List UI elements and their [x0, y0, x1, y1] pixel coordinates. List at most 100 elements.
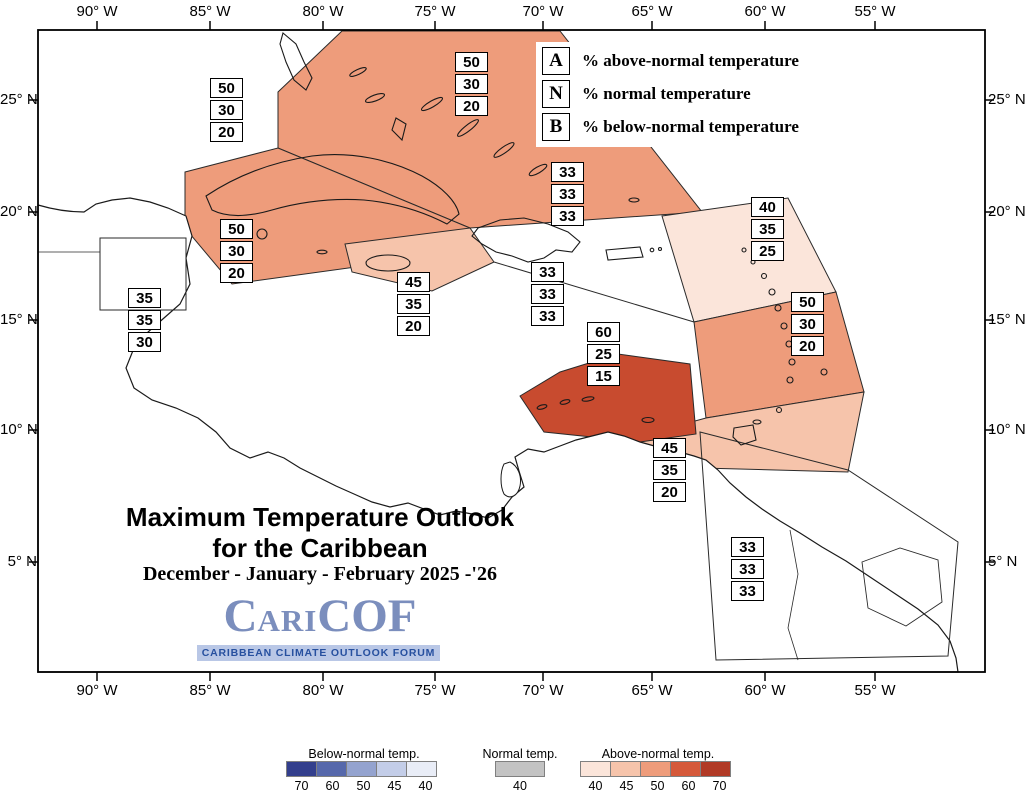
- prob-below: 20: [210, 122, 243, 142]
- colorbar-tick: 70: [294, 779, 309, 793]
- lat-label-left: 25° N: [0, 91, 38, 108]
- isla-juventud: [256, 228, 268, 240]
- antilles-islet: [780, 322, 788, 330]
- caricof-logo: CARICOF: [170, 590, 470, 653]
- prob-normal: 33: [531, 284, 564, 304]
- prob-below: 25: [751, 241, 784, 261]
- lon-label-bottom: 60° W: [744, 682, 786, 699]
- lake-maracaibo: [500, 461, 521, 498]
- colorbar-tick: 40: [418, 779, 433, 793]
- antilles-islet: [768, 288, 776, 296]
- prob-normal: 30: [455, 74, 488, 94]
- bahamas-island: [364, 93, 386, 103]
- prob-above: 33: [731, 537, 764, 557]
- bahamas-island: [349, 67, 367, 77]
- antilles-islet: [788, 358, 796, 366]
- lon-label-top: 75° W: [414, 3, 456, 20]
- mainland-coastline: [37, 197, 959, 673]
- lon-label-top: 55° W: [854, 3, 896, 20]
- colorbar-swatch: [640, 761, 671, 777]
- prob-normal: 30: [791, 314, 824, 334]
- lat-label-right: 15° N: [988, 311, 1026, 328]
- colorbar-swatch: [670, 761, 701, 777]
- grenada-island: [775, 406, 783, 414]
- lon-label-top: 90° W: [76, 3, 118, 20]
- prob-above: 50: [455, 52, 488, 72]
- prob-normal: 30: [220, 241, 253, 261]
- prob-box-central-caribbean: 33 33 33: [531, 262, 564, 326]
- trinidad-coast: [732, 424, 757, 446]
- zone-jamaica: [344, 227, 495, 292]
- prob-below: 20: [791, 336, 824, 356]
- lon-label-bottom: 65° W: [631, 682, 673, 699]
- island-coastlines: [205, 32, 828, 446]
- colorbar-normal: [495, 761, 545, 777]
- lat-label-left: 20° N: [0, 203, 38, 220]
- colorbar-swatch: [346, 761, 377, 777]
- colorbar-swatch: [406, 761, 437, 777]
- colorbar-above-title: Above-normal temp.: [601, 747, 715, 761]
- lon-label-bottom: 85° W: [189, 682, 231, 699]
- prob-below: 33: [551, 206, 584, 226]
- margarita-island: [641, 416, 655, 424]
- legend-label-normal: % normal temperature: [582, 84, 751, 103]
- colorbar-normal-labels: 40: [495, 779, 545, 793]
- aruba-island: [536, 404, 548, 410]
- colorbar-above: [580, 761, 731, 777]
- zone-guianas-outline: [699, 431, 959, 661]
- prob-below: 33: [731, 581, 764, 601]
- legend-key-n: N: [542, 80, 570, 108]
- prob-above: 33: [551, 162, 584, 182]
- colorbar-tick: 45: [387, 779, 402, 793]
- colorbar-tick: 50: [650, 779, 665, 793]
- caricof-banner: CARIBBEAN CLIMATE OUTLOOK FORUM: [197, 645, 440, 661]
- prob-below: 33: [531, 306, 564, 326]
- legend-row-normal: N % normal temperature: [542, 80, 799, 108]
- puerto-rico-coast: [605, 246, 644, 261]
- prob-above: 33: [531, 262, 564, 282]
- zone-abc-islands: [519, 353, 697, 443]
- bahamas-island: [528, 163, 548, 177]
- virgin-island: [649, 247, 655, 253]
- lon-label-top: 65° W: [631, 3, 673, 20]
- prob-below: 20: [397, 316, 430, 336]
- colorbar-swatch: [286, 761, 317, 777]
- prob-normal: 35: [653, 460, 686, 480]
- map-title-line1: Maximum Temperature Outlook: [125, 502, 515, 532]
- prob-above: 45: [397, 272, 430, 292]
- legend-label-below: % below-normal temperature: [582, 117, 799, 136]
- lon-label-bottom: 70° W: [522, 682, 564, 699]
- prob-box-guianas: 33 33 33: [731, 537, 764, 601]
- jamaica-coast: [365, 254, 411, 272]
- colorbar-tick: 50: [356, 779, 371, 793]
- legend-label-above: % above-normal temperature: [582, 51, 799, 70]
- bahamas-island: [420, 96, 444, 112]
- bahamas-island: [493, 142, 515, 158]
- florida-coast: [279, 32, 313, 91]
- colorbar-below-labels: 70 60 50 45 40: [286, 779, 441, 793]
- antilles-islet: [741, 247, 747, 253]
- lat-label-left: 15° N: [0, 311, 38, 328]
- prob-above: 35: [128, 288, 161, 308]
- prob-above: 50: [220, 219, 253, 239]
- cuba-coast: [205, 154, 460, 225]
- barbados-island: [820, 368, 828, 376]
- prob-box-trinidad: 45 35 20: [653, 438, 686, 502]
- prob-normal: 35: [751, 219, 784, 239]
- prob-above: 45: [653, 438, 686, 458]
- colorbar-tick: 40: [588, 779, 603, 793]
- logo-letter: C: [223, 590, 258, 642]
- colorbar-swatch: [580, 761, 611, 777]
- lon-label-bottom: 90° W: [76, 682, 118, 699]
- andros-island: [391, 117, 407, 142]
- prob-box-hispaniola: 33 33 33: [551, 162, 584, 226]
- prob-box-lesser-antilles: 50 30 20: [791, 292, 824, 356]
- bonaire-island: [581, 396, 595, 402]
- colorbar-swatch: [700, 761, 731, 777]
- prob-box-west-cuba: 50 30 20: [210, 78, 243, 142]
- lon-label-top: 70° W: [522, 3, 564, 20]
- prob-normal: 33: [731, 559, 764, 579]
- cayman-island: [316, 249, 328, 255]
- prob-normal: 30: [210, 100, 243, 120]
